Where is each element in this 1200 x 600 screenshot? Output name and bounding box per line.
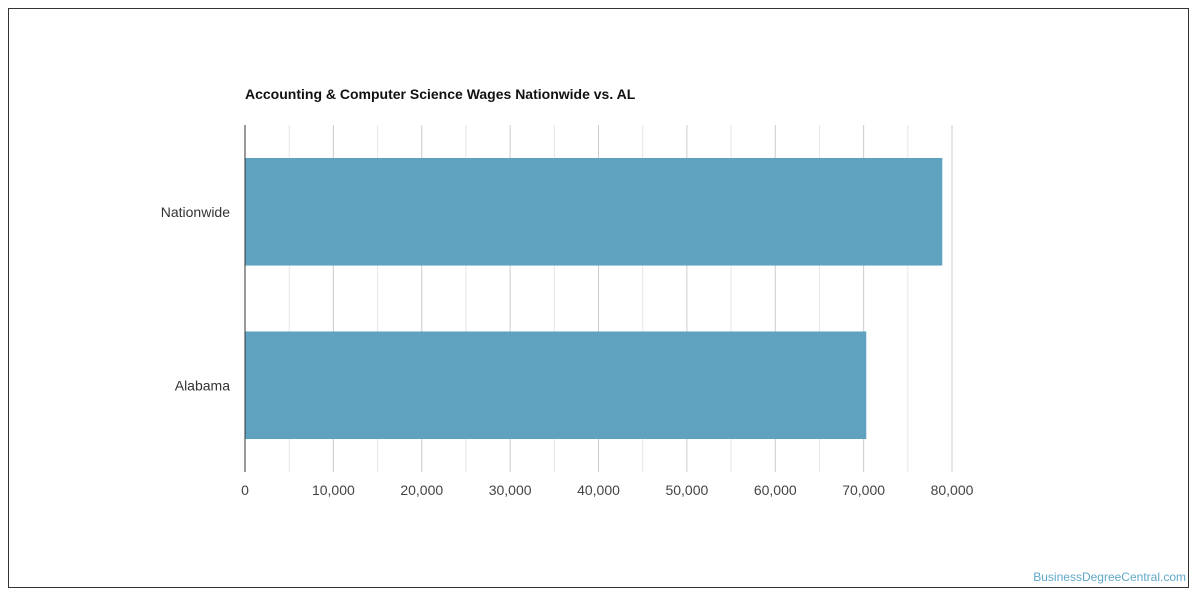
- bar-nationwide: [245, 157, 943, 266]
- category-label: Nationwide: [161, 204, 230, 220]
- chart-title: Accounting & Computer Science Wages Nati…: [245, 86, 636, 102]
- x-tick-label: 10,000: [312, 482, 355, 498]
- x-tick-label: 40,000: [577, 482, 620, 498]
- x-tick-label: 60,000: [754, 482, 797, 498]
- bars: [245, 157, 943, 440]
- bar-alabama: [245, 331, 867, 440]
- x-tick-label: 20,000: [400, 482, 443, 498]
- x-tick-label: 0: [241, 482, 249, 498]
- x-tick-label: 30,000: [489, 482, 532, 498]
- chart-frame: [8, 8, 1189, 588]
- x-tick-label: 50,000: [665, 482, 708, 498]
- labels: Nationwide Alabama 0 10,000 20,000 30,000 40,0…: [161, 204, 974, 498]
- category-label: Alabama: [175, 377, 230, 393]
- x-tick-label: 80,000: [931, 482, 974, 498]
- watermark: BusinessDegreeCentral.com: [1033, 570, 1186, 584]
- x-tick-label: 70,000: [842, 482, 885, 498]
